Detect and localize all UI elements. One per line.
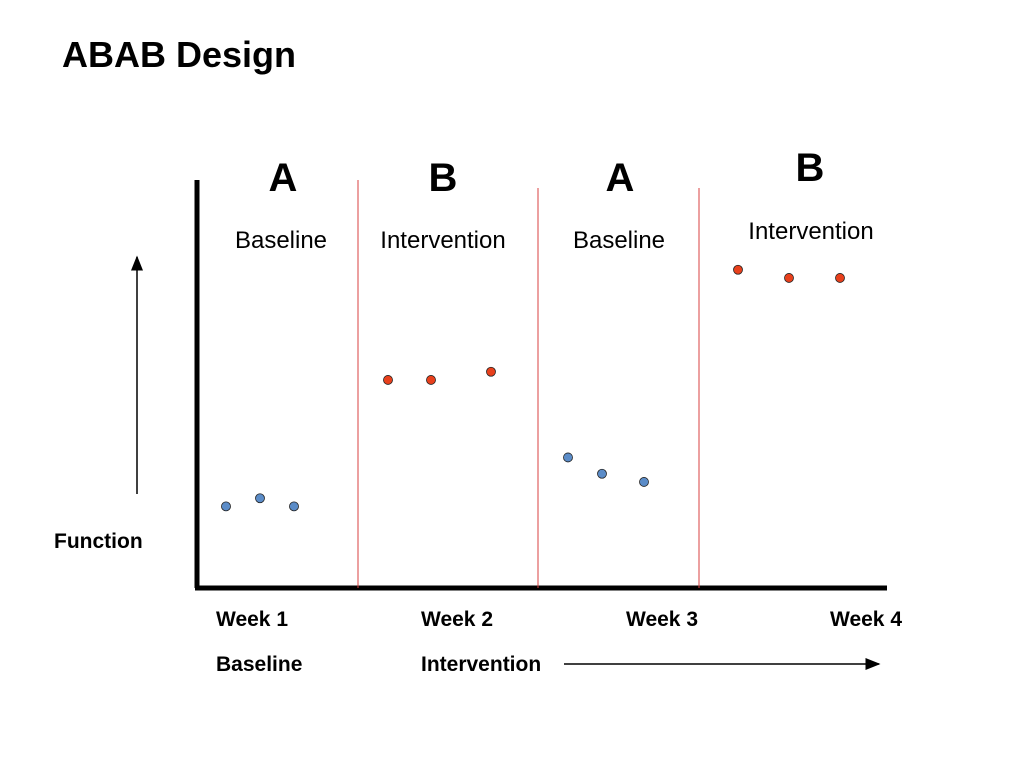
bottom-intervention-label: Intervention — [421, 653, 542, 676]
data-point-phase2-2 — [426, 375, 436, 385]
phase-name-3: Baseline — [572, 227, 666, 254]
week-label-2: Week 2 — [421, 608, 493, 631]
data-point-phase1-2 — [255, 493, 265, 504]
y-axis-label: Function — [54, 530, 143, 553]
phase-name-1: Baseline — [234, 227, 328, 254]
week-label-4: Week 4 — [830, 608, 902, 631]
data-point-phase2-3 — [486, 366, 496, 377]
phase-letter-4: B — [795, 146, 825, 190]
phase-letter-2: B — [428, 156, 458, 200]
phase-letter-1: A — [268, 156, 298, 200]
week-label-3: Week 3 — [626, 608, 698, 631]
data-point-phase2-1 — [383, 375, 393, 385]
phase-name-4: Intervention — [748, 218, 874, 245]
data-point-phase4-2 — [784, 273, 794, 283]
bottom-baseline-label: Baseline — [216, 653, 303, 676]
week-label-1: Week 1 — [216, 608, 288, 631]
data-point-phase1-1 — [221, 501, 231, 512]
data-point-phase4-1 — [733, 264, 743, 275]
data-point-phase1-3 — [289, 501, 299, 512]
page-title: ABAB Design — [62, 34, 297, 75]
data-point-phase3-1 — [563, 452, 573, 463]
phase-letter-3: A — [605, 156, 635, 200]
data-point-phase4-3 — [835, 273, 845, 283]
data-point-phase3-3 — [639, 477, 649, 487]
phase-name-2: Intervention — [380, 227, 506, 254]
data-point-phase3-2 — [597, 468, 607, 479]
